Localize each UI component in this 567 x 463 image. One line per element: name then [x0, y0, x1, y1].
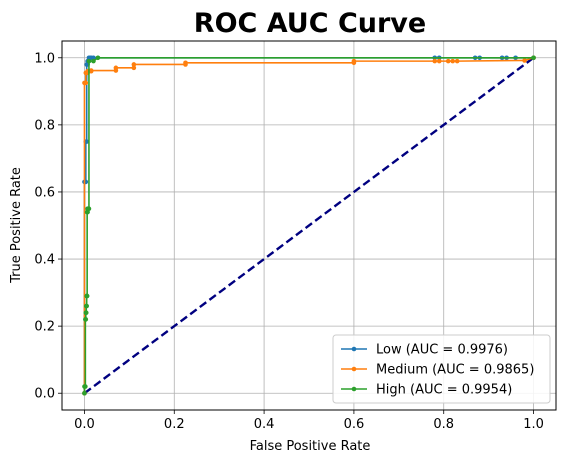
series-point	[83, 310, 89, 316]
x-tick-label: 0.0	[74, 417, 95, 432]
legend-swatch-marker	[351, 386, 357, 392]
series-point	[436, 58, 442, 64]
series-point	[91, 55, 96, 61]
series-point	[84, 293, 90, 299]
x-tick-label: 0.2	[164, 417, 185, 432]
series-point	[183, 60, 188, 66]
series-point	[522, 58, 527, 63]
legend-swatch-marker	[351, 346, 357, 352]
series-point	[88, 68, 94, 73]
x-axis-label: False Positive Rate	[250, 439, 371, 454]
y-tick-label: 1.0	[34, 51, 55, 66]
series-2	[82, 55, 536, 396]
series-point	[432, 58, 438, 64]
series-point	[86, 58, 92, 64]
x-tick-label: 0.6	[344, 417, 365, 432]
series-point	[83, 384, 88, 389]
series-point	[454, 58, 460, 64]
series-1	[82, 55, 536, 396]
series-point	[131, 65, 137, 71]
legend-entry: High (AUC = 0.9954)	[376, 383, 512, 398]
legend-box	[332, 334, 551, 404]
y-axis-label: True Positive Rate	[9, 167, 24, 284]
x-tick-label: 0.4	[254, 417, 275, 432]
series-point	[450, 58, 456, 64]
legend: Low (AUC = 0.9976) Medium (AUC = 0.9865) H…	[332, 334, 551, 404]
series-point	[86, 206, 92, 212]
series-point	[82, 390, 87, 396]
plot-frame	[61, 40, 557, 411]
series-point	[531, 55, 536, 61]
y-tick-label: 0.6	[34, 185, 55, 200]
x-tick-label: 1.0	[523, 417, 544, 432]
series-point	[83, 80, 89, 86]
series-point	[445, 58, 451, 64]
series-point	[84, 139, 89, 144]
chart-title: ROC AUC Curve	[194, 8, 426, 39]
series-point	[95, 55, 101, 61]
series-point	[131, 62, 137, 67]
series-point	[83, 317, 89, 322]
tick-layer: 0.0 0.2 0.4 0.6 0.8 1.0 0.0 0.2 0.4 0.6 0.8 1.0	[34, 51, 544, 432]
y-tick-label: 0.0	[34, 387, 55, 402]
series-point	[351, 58, 357, 64]
y-tick-label: 0.8	[34, 118, 55, 133]
legend-entry: Medium (AUC = 0.9865)	[376, 363, 534, 378]
series-point	[91, 58, 96, 64]
series-point	[113, 65, 119, 71]
y-tick-label: 0.4	[34, 253, 55, 268]
series-layer	[82, 55, 536, 396]
reference-line-layer	[83, 56, 535, 395]
legend-entry: Low (AUC = 0.9976)	[376, 343, 508, 358]
grid-layer	[62, 41, 556, 410]
x-tick-label: 0.8	[433, 417, 454, 432]
reference-diagonal-line	[83, 56, 535, 395]
y-tick-label: 0.2	[34, 320, 55, 335]
legend-swatch-marker	[351, 366, 357, 372]
series-point	[84, 303, 89, 309]
